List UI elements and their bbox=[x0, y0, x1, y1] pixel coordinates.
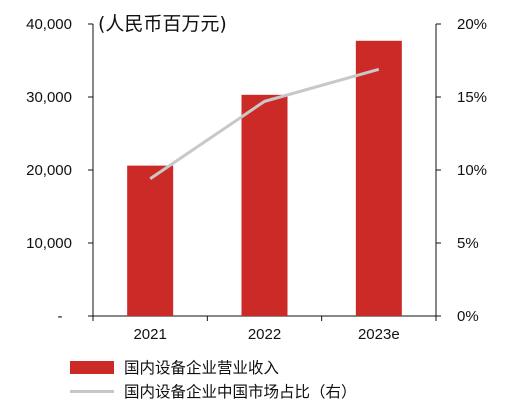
legend-swatch-revenue bbox=[70, 360, 114, 374]
tick-labels: - 10,000 20,000 30,000 40,000 0% 5% 10% 15% 20% 20… bbox=[26, 16, 487, 343]
share-line bbox=[149, 67, 380, 181]
left-tick-label: 40,000 bbox=[26, 16, 72, 33]
right-tick-label: 10% bbox=[457, 162, 487, 179]
right-tick-label: 0% bbox=[457, 308, 479, 325]
right-tick-label: 5% bbox=[457, 235, 479, 252]
x-tick-label: 2021 bbox=[133, 326, 166, 343]
legend-label-revenue: 国内设备企业营业收入 bbox=[124, 359, 280, 377]
bar-2023e bbox=[355, 40, 402, 316]
left-tick-label: - bbox=[58, 308, 63, 325]
bars bbox=[127, 40, 402, 316]
left-tick-label: 10,000 bbox=[26, 235, 72, 252]
legend-item-revenue: 国内设备企业营业收入 bbox=[70, 355, 357, 379]
left-tick-label: 30,000 bbox=[26, 89, 72, 106]
x-tick-label: 2023e bbox=[358, 326, 400, 343]
right-tick-label: 15% bbox=[457, 89, 487, 106]
bar-2021 bbox=[127, 165, 174, 316]
bar-2022 bbox=[241, 94, 288, 316]
legend: 国内设备企业营业收入 国内设备企业中国市场占比（右） bbox=[70, 355, 357, 403]
left-tick-label: 20,000 bbox=[26, 162, 72, 179]
legend-item-share: 国内设备企业中国市场占比（右） bbox=[70, 379, 357, 403]
right-tick-label: 20% bbox=[457, 16, 487, 33]
x-tick-label: 2022 bbox=[248, 326, 281, 343]
legend-swatch-share bbox=[70, 389, 114, 393]
unit-label: (人民币百万元) bbox=[98, 13, 227, 35]
legend-label-share: 国内设备企业中国市场占比（右） bbox=[124, 383, 357, 401]
